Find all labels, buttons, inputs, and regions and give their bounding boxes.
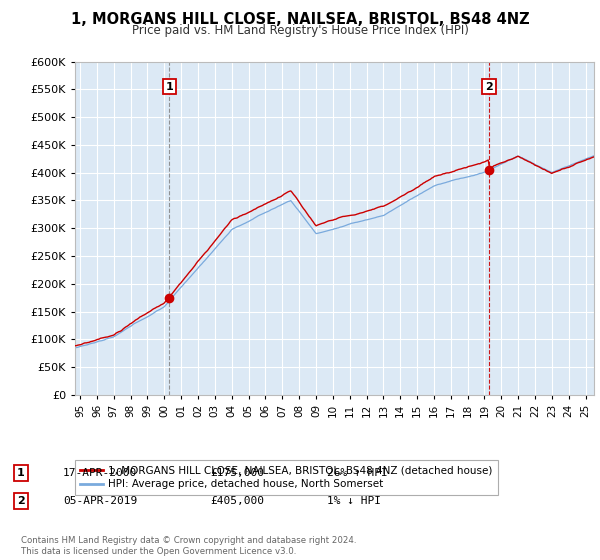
Text: Contains HM Land Registry data © Crown copyright and database right 2024.
This d: Contains HM Land Registry data © Crown c…	[21, 536, 356, 556]
Text: Price paid vs. HM Land Registry's House Price Index (HPI): Price paid vs. HM Land Registry's House …	[131, 24, 469, 37]
Text: 2: 2	[17, 496, 25, 506]
Text: £405,000: £405,000	[210, 496, 264, 506]
Text: 1: 1	[166, 82, 173, 92]
Text: 1: 1	[17, 468, 25, 478]
Text: 1, MORGANS HILL CLOSE, NAILSEA, BRISTOL, BS48 4NZ: 1, MORGANS HILL CLOSE, NAILSEA, BRISTOL,…	[71, 12, 529, 27]
Text: 2: 2	[485, 82, 493, 92]
Legend: 1, MORGANS HILL CLOSE, NAILSEA, BRISTOL, BS48 4NZ (detached house), HPI: Average: 1, MORGANS HILL CLOSE, NAILSEA, BRISTOL,…	[75, 460, 498, 494]
Text: 26% ↑ HPI: 26% ↑ HPI	[327, 468, 388, 478]
Text: 05-APR-2019: 05-APR-2019	[63, 496, 137, 506]
Text: £175,000: £175,000	[210, 468, 264, 478]
Text: 1% ↓ HPI: 1% ↓ HPI	[327, 496, 381, 506]
Text: 17-APR-2000: 17-APR-2000	[63, 468, 137, 478]
